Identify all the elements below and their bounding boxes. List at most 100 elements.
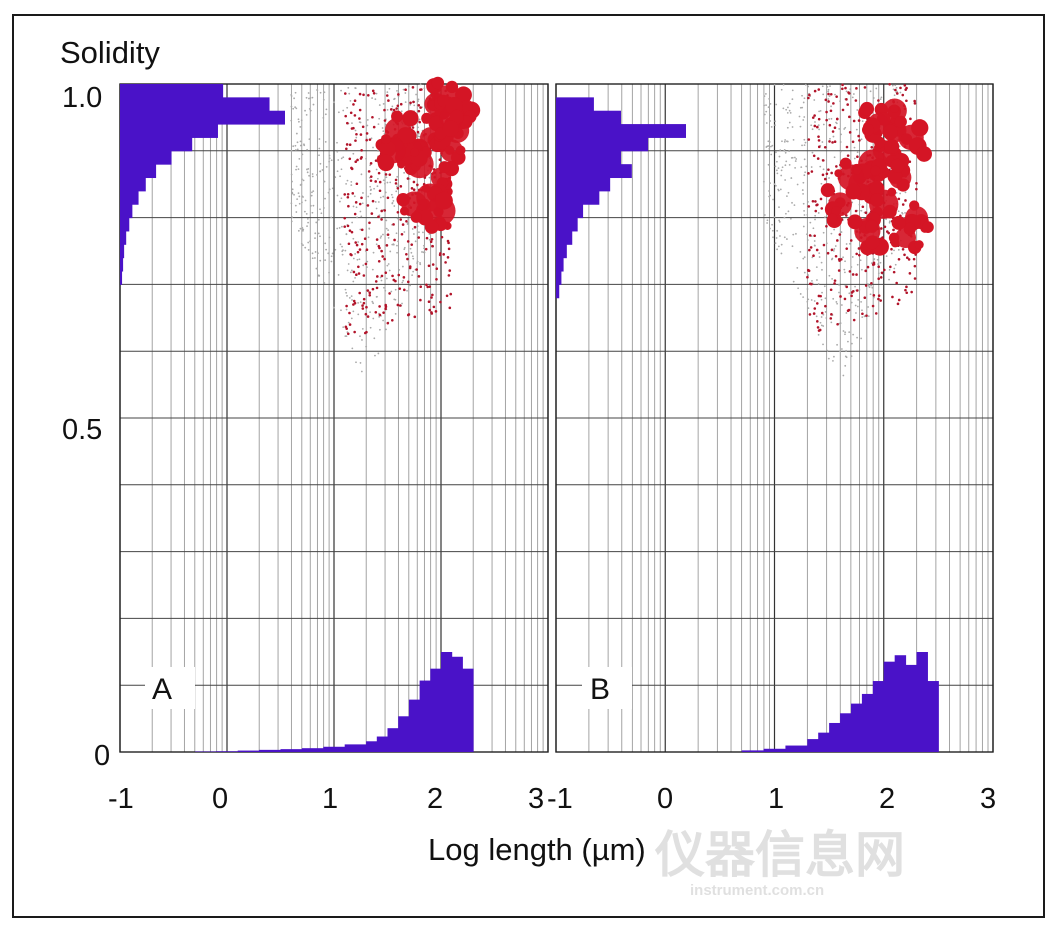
background-point (350, 317, 353, 320)
panel-b-label: B (590, 673, 610, 706)
small-scatter-point (847, 92, 851, 95)
y-histogram-bar (556, 217, 578, 232)
background-point (328, 160, 331, 163)
small-scatter-point (378, 313, 382, 317)
background-point (382, 286, 385, 289)
background-point (319, 162, 322, 165)
small-scatter-point (829, 92, 833, 96)
y-histogram-bar (120, 230, 127, 245)
background-point (328, 154, 331, 157)
small-scatter-point (845, 247, 849, 250)
background-point (779, 235, 781, 237)
background-point (813, 99, 816, 101)
background-point (359, 228, 362, 231)
background-point (783, 140, 786, 143)
background-point (839, 322, 842, 325)
small-scatter-point (846, 154, 850, 157)
small-scatter-point (362, 297, 366, 301)
background-point (412, 270, 415, 273)
small-scatter-point (359, 133, 363, 136)
background-point (359, 362, 362, 364)
background-point (790, 156, 793, 159)
small-scatter-point (835, 165, 838, 168)
small-scatter-point (895, 281, 898, 285)
background-point (801, 189, 804, 191)
background-point (295, 107, 298, 110)
background-point (327, 191, 330, 194)
background-point (428, 176, 431, 179)
background-point (763, 214, 766, 216)
background-point (832, 297, 835, 300)
background-point (786, 140, 789, 143)
small-scatter-point (830, 171, 833, 175)
background-point (804, 83, 807, 86)
small-scatter-point (845, 98, 848, 101)
background-point (372, 302, 375, 305)
background-point (775, 160, 778, 163)
background-point (385, 328, 387, 331)
background-point (783, 150, 786, 152)
background-point (872, 97, 875, 99)
small-scatter-point (380, 218, 383, 221)
background-point (806, 239, 809, 241)
small-scatter-point (870, 146, 874, 149)
scatter-bubble (417, 209, 434, 226)
scatter-bubble (455, 145, 466, 156)
background-point (418, 231, 420, 234)
scatter-bubble (922, 221, 934, 233)
background-point (309, 240, 311, 243)
background-point (422, 244, 425, 247)
x-histogram-bar (398, 716, 410, 752)
small-scatter-point (834, 254, 838, 258)
background-point (840, 304, 843, 306)
background-point (375, 207, 378, 210)
background-point (322, 116, 325, 119)
background-point (769, 145, 772, 148)
small-scatter-point (883, 268, 886, 272)
background-point (345, 308, 348, 311)
x-tick-a-3: 3 (528, 783, 544, 815)
background-point (324, 197, 326, 200)
background-point (769, 114, 772, 117)
small-scatter-point (393, 238, 396, 242)
small-scatter-point (374, 310, 378, 314)
background-point (840, 348, 843, 350)
background-point (304, 246, 307, 249)
background-point (379, 196, 382, 199)
background-point (802, 119, 805, 121)
background-point (842, 374, 845, 377)
small-scatter-point (377, 260, 381, 263)
background-point (820, 182, 823, 185)
small-scatter-point (822, 243, 826, 247)
background-point (785, 160, 788, 163)
background-point (351, 299, 353, 301)
small-scatter-point (807, 96, 810, 100)
background-point (803, 158, 806, 161)
background-point (904, 211, 906, 214)
background-point (791, 126, 794, 128)
background-point (850, 301, 853, 304)
background-point (786, 111, 789, 114)
x-histogram-bar (344, 744, 367, 752)
small-scatter-point (425, 283, 428, 287)
background-point (778, 155, 781, 158)
scatter-bubble (865, 220, 879, 233)
background-point (783, 236, 786, 239)
small-scatter-point (412, 100, 415, 104)
background-point (384, 191, 387, 194)
x-histogram-bar (387, 728, 399, 752)
background-point (411, 274, 414, 277)
background-point (348, 296, 351, 299)
small-scatter-point (807, 205, 811, 208)
x-histogram-bar (323, 746, 346, 752)
small-scatter-point (828, 123, 832, 127)
background-point (823, 285, 826, 288)
background-point (784, 179, 787, 181)
background-point (775, 169, 778, 172)
x-histogram-bar (441, 652, 453, 752)
small-scatter-point (362, 301, 366, 305)
background-point (781, 140, 783, 143)
small-scatter-point (364, 262, 368, 266)
small-scatter-point (431, 244, 434, 248)
